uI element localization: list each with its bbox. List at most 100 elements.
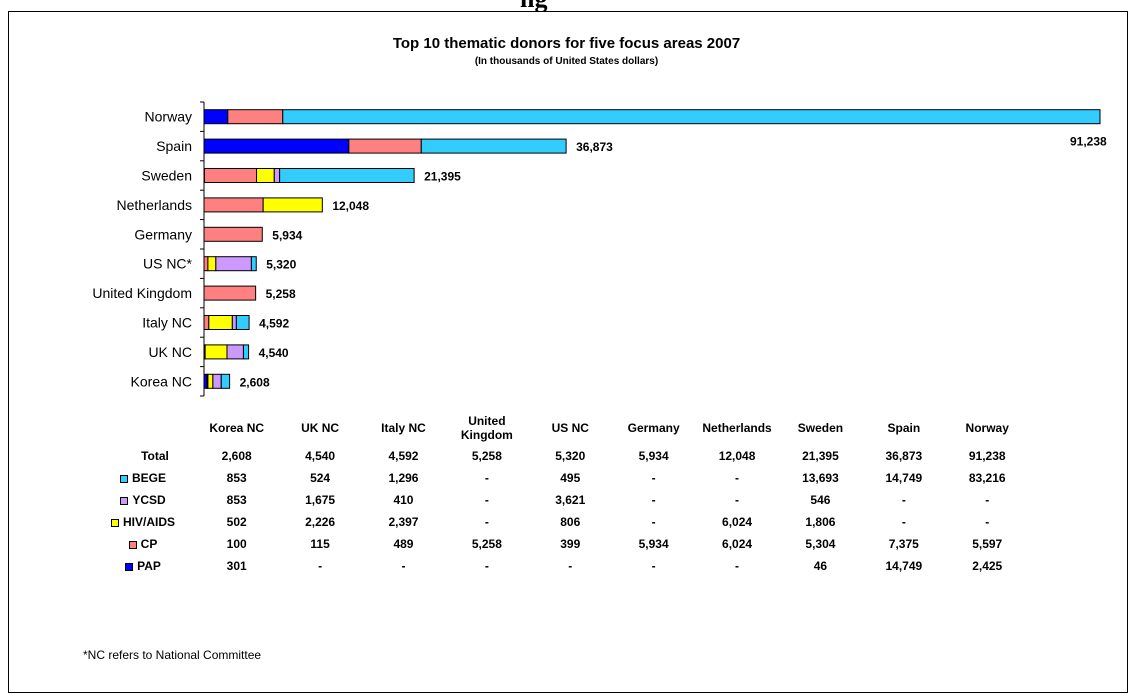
table-cell: 115 [310,537,330,551]
category-label: United Kingdom [92,285,192,301]
table-cell: 546 [810,493,831,507]
bar-segment-bege [242,344,250,360]
table-row: BEGE 853 524 1,296 - 495 - - 13,693 14,749 83,216 [85,467,1029,489]
data-label: 4,592 [259,317,289,331]
bar-segment-hiv-aids [262,197,323,213]
table-cell: - [735,559,740,573]
table-cell: - [651,559,656,573]
category-label: Netherlands [117,197,193,213]
table-cell: 5,597 [972,537,1003,551]
table-column-header: Norway [965,421,1009,435]
table-cell: 100 [226,537,247,551]
chart-frame [8,11,1128,693]
table-cell: - [985,515,990,529]
table-cell: - [401,559,406,573]
bar-segment-cp [203,168,258,183]
table-cell: 6,024 [722,515,753,529]
table-cell: 13,693 [802,471,839,485]
category-label: UK NC [148,344,192,360]
legend-label: YCSD [132,493,166,507]
table-cell: - [484,515,489,529]
legend-label: HIV/AIDS [122,515,175,529]
table-cell: 2,425 [972,559,1003,573]
bar-segment-cp [227,109,284,125]
table-cell: - [318,559,323,573]
table-cell: - [568,559,573,573]
data-label: 5,320 [266,258,296,272]
chart-subtitle: (In thousands of United States dollars) [474,56,659,67]
legend-label: PAP [137,559,161,573]
table-cell: 806 [560,515,581,529]
bar-segment-ycsd [215,256,252,272]
table-column-header: UK NC [301,421,340,435]
table-row: CP 100 115 489 5,258 399 5,934 6,024 5,304 7,375 5… [85,533,1029,555]
table-row-label: Total [85,445,195,467]
table-column-header: United Kingdom [460,414,513,442]
table-cell: - [651,493,656,507]
bar-segment-cp [348,138,422,154]
table-cell: - [735,471,740,485]
table-cell: - [735,493,740,507]
table-cell: 5,934 [638,537,669,551]
data-table: Korea NC UK NC Italy NC United Kingdom US NC… [85,411,1029,577]
bar-segment-hiv-aids [207,373,214,389]
table-cell: 12,048 [718,449,756,463]
table-cell: 1,675 [305,493,336,507]
category-label: US NC* [143,256,193,272]
table-cell: - [484,493,489,507]
table-cell: 5,258 [471,449,502,463]
table-row: PAP 301 - - - - - - 46 14,749 2,425 [85,555,1029,577]
table-cell: 4,540 [305,449,336,463]
legend-swatch [110,518,119,527]
table-cell: 489 [393,537,414,551]
table-column-header: US NC [551,421,589,435]
table-cell: - [651,471,656,485]
table-cell: 495 [560,471,581,485]
table-cell: 2,397 [388,515,419,529]
table-row-label: BEGE [85,467,195,489]
data-label: 21,395 [424,170,461,184]
category-label: Sweden [141,168,192,184]
table-cell: 7,375 [888,537,919,551]
table-cell: 83,216 [968,471,1006,485]
bar-segment-hiv-aids [208,315,233,330]
category-label: Spain [156,138,192,154]
table-cell: 399 [560,537,581,551]
data-label: 2,608 [240,375,270,389]
table-cell: - [985,493,990,507]
bar-segment-bege [279,168,415,183]
legend-label: BEGE [131,471,166,485]
table-cell: 3,621 [555,493,586,507]
bar-segment-bege [420,138,567,154]
table-column-header: Germany [627,421,680,435]
table-cell: 14,749 [885,471,923,485]
bar-segment-hiv-aids [207,256,217,272]
bar-segment-bege [250,256,257,272]
table-cell: 4,592 [388,449,419,463]
table-column-header: Netherlands [702,421,772,435]
bar-segment-hiv-aids [256,168,275,183]
table-cell: - [901,493,906,507]
table-cell: 5,258 [471,537,502,551]
table-row-label: PAP [85,555,195,577]
data-label: 36,873 [576,140,613,154]
bar-segment-ycsd [226,344,244,360]
table-cell: 2,226 [305,515,336,529]
bar-segment-pap [203,109,229,125]
footnote: *NC refers to National Committee [83,648,262,662]
bar-segment-cp [203,285,257,301]
bar-segment-pap [203,138,350,154]
table-cell: 5,320 [555,449,586,463]
table-cell: 502 [226,515,247,529]
table-cell: 46 [813,559,828,573]
legend-swatch [128,540,137,549]
data-label: 91,238 [1070,135,1107,149]
legend-label: CP [140,537,158,551]
bar-segment-bege [282,109,1101,125]
category-label: Norway [145,109,192,125]
category-label: Italy NC [142,315,192,331]
bar-chart: Norway 91,238 Spain 36,873 Sweden 21,395 Nethe… [92,101,1107,397]
bar-segment-cp [203,197,264,213]
data-label: 4,540 [259,346,289,360]
table-row: HIV/AIDS 502 2,226 2,397 - 806 - 6,024 1,806 - - [85,511,1029,533]
